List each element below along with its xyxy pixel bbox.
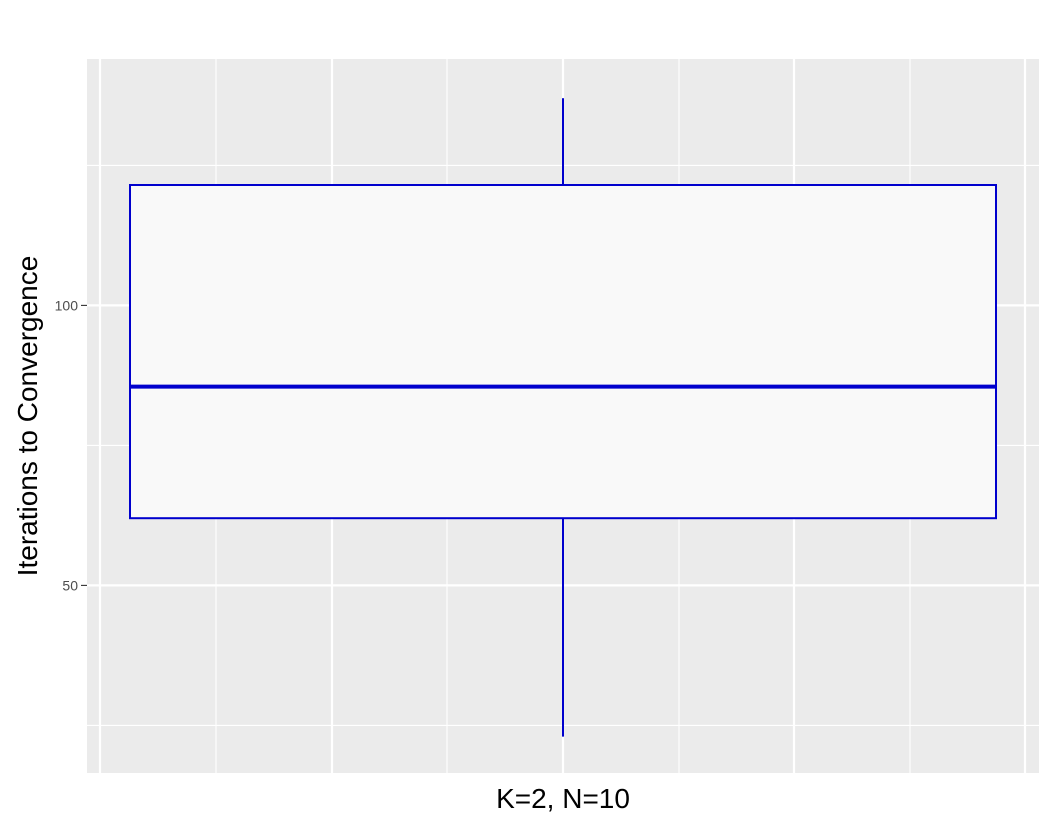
y-axis: 50 100 — [55, 297, 87, 593]
x-axis-title: K=2, N=10 — [496, 783, 630, 814]
iqr-box — [129, 184, 997, 520]
y-axis-title: Iterations to Convergence — [12, 256, 43, 577]
y-tick-label: 100 — [55, 297, 79, 313]
box-group — [129, 98, 997, 737]
y-tick-label: 50 — [62, 577, 78, 593]
